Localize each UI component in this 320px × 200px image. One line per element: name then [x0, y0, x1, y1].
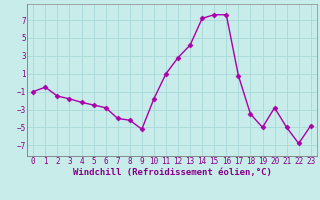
- X-axis label: Windchill (Refroidissement éolien,°C): Windchill (Refroidissement éolien,°C): [73, 168, 271, 177]
